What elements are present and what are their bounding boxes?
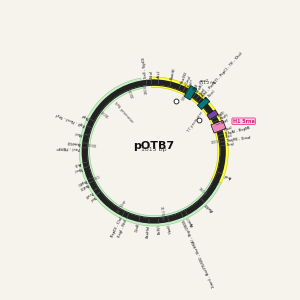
Text: BglII: BglII — [217, 110, 226, 118]
Text: 1500: 1500 — [196, 187, 207, 197]
Polygon shape — [184, 85, 197, 100]
Text: 4175bp: 4175bp — [117, 198, 128, 214]
Text: EcoRI: EcoRI — [195, 82, 205, 93]
Text: 2000: 2000 — [129, 87, 136, 98]
Text: PI-SceI: PI-SceI — [204, 89, 216, 101]
Text: pOTB7: pOTB7 — [133, 141, 174, 151]
Text: PacI - PBMP*: PacI - PBMP* — [57, 144, 80, 150]
Polygon shape — [79, 78, 221, 226]
Text: SalI - SgrDI: SalI - SgrDI — [142, 57, 148, 79]
Text: TasI: TasI — [88, 194, 96, 202]
Text: BglI: BglI — [192, 82, 200, 91]
Text: BsaHal: BsaHal — [146, 225, 151, 238]
Text: EagI - NsiI: EagI - NsiI — [117, 219, 128, 238]
Text: BfuAI - BspMI: BfuAI - BspMI — [224, 126, 250, 136]
Text: H1 5rna: H1 5rna — [233, 119, 255, 124]
Text: T7 promoter: T7 promoter — [187, 110, 204, 133]
Text: 1175bp: 1175bp — [158, 206, 164, 222]
Text: DraE: DraE — [135, 223, 140, 233]
Text: Bsu36I: Bsu36I — [179, 70, 188, 84]
Text: 1000: 1000 — [210, 140, 221, 145]
Text: ApoLI: ApoLI — [187, 215, 195, 227]
Text: BamHI: BamHI — [169, 68, 176, 81]
Text: BclVI: BclVI — [157, 225, 161, 235]
Text: PvuII: PvuII — [83, 190, 93, 198]
Text: HpaI: HpaI — [224, 126, 233, 132]
Text: 1815 bp: 1815 bp — [141, 147, 167, 152]
Polygon shape — [197, 97, 210, 110]
Text: BsrFI: BsrFI — [219, 113, 229, 121]
Text: AlwNI: AlwNI — [204, 202, 215, 212]
Text: 1000: 1000 — [86, 140, 97, 145]
Text: I-CeuI: I-CeuI — [184, 75, 193, 86]
Text: BstDI: BstDI — [78, 182, 88, 190]
Text: AcII: AcII — [74, 161, 82, 166]
Text: BglI - NcoI - StyI: BglI - NcoI - StyI — [56, 112, 86, 127]
Text: BspEI: BspEI — [76, 178, 87, 186]
Text: ScaI: ScaI — [227, 142, 235, 147]
Text: PstI: PstI — [226, 134, 233, 140]
Text: 1800: 1800 — [143, 84, 149, 94]
Text: 500: 500 — [182, 93, 189, 102]
Polygon shape — [207, 110, 218, 120]
Text: BspI: BspI — [80, 113, 89, 120]
Text: EaeI: EaeI — [220, 118, 230, 124]
Text: XmnI - BseYI5800 - BsrHKAI - BspI2885: XmnI - BseYI5800 - BsrHKAI - BspI2885 — [182, 218, 216, 287]
Polygon shape — [211, 120, 226, 133]
Text: AcuI: AcuI — [223, 172, 232, 179]
Text: ano2: ano2 — [200, 79, 208, 83]
Text: SpeI: SpeI — [198, 87, 207, 96]
Text: SP6 promoter: SP6 promoter — [112, 101, 134, 124]
Text: BspDI - ClaI: BspDI - ClaI — [110, 217, 123, 238]
Text: MscI: MscI — [74, 130, 83, 136]
Text: 500: 500 — [92, 175, 101, 182]
Text: StuI*: StuI* — [188, 78, 196, 88]
Text: BsmI60: BsmI60 — [67, 139, 81, 145]
Text: NruI: NruI — [149, 70, 153, 78]
Text: NpeI: NpeI — [73, 166, 83, 172]
Polygon shape — [151, 77, 228, 183]
Text: AfeI - PaeR7I - PspCI - TfI - XhoI: AfeI - PaeR7I - PspCI - TfI - XhoI — [201, 52, 244, 98]
Text: 011.2 foo: 011.2 foo — [200, 81, 217, 86]
Text: TaqMI - XmaI: TaqMI - XmaI — [226, 136, 251, 143]
Text: HaeII: HaeII — [167, 223, 173, 233]
Text: 1500: 1500 — [100, 107, 110, 117]
Text: AccI: AccI — [157, 70, 161, 78]
